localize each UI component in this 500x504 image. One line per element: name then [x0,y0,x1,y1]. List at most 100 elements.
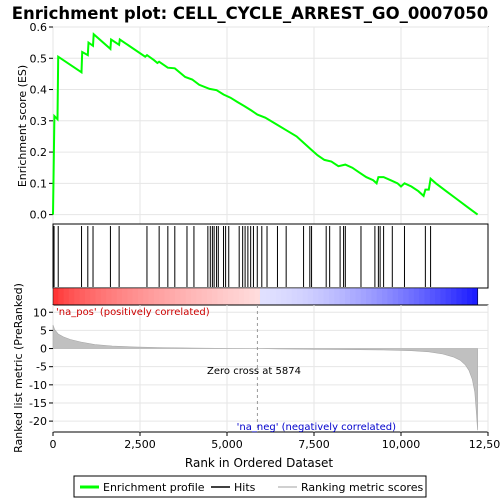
colorbar-segment [456,288,462,305]
zero-cross-label: Zero cross at 5874 [207,366,301,377]
es-y-tick-label: 0.5 [30,52,48,65]
colorbar-segment [212,288,218,305]
x-tick-label: 2,500 [124,438,156,451]
colorbar-segment [186,288,192,305]
colorbar-segment [276,288,282,305]
es-y-tick-label: 0.6 [30,21,48,34]
colorbar-segment [462,288,468,305]
colorbar-segment [159,288,165,305]
colorbar-segment [472,288,478,305]
colorbar-segment [382,288,388,305]
colorbar-segment [111,288,117,305]
colorbar-segment [228,288,234,305]
colorbar-segment [361,288,367,305]
negative-correlation-label: 'na_neg' (negatively correlated) [237,422,396,433]
positive-correlation-label: 'na_pos' (positively correlated) [56,307,210,318]
colorbar-segment [324,288,330,305]
colorbar-segment [440,288,446,305]
x-tick-label: 5,000 [211,438,243,451]
colorbar-segment [170,288,176,305]
x-tick-label: 0 [50,438,57,451]
colorbar-segment [69,288,75,305]
colorbar-segment [297,288,303,305]
colorbar-segment [350,288,356,305]
metric-y-tick-label: -20 [29,415,47,428]
colorbar-segment [313,288,319,305]
colorbar-segment [218,288,224,305]
metric-y-tick-label: 0 [40,343,47,356]
colorbar-segment [287,288,293,305]
colorbar-segment [80,288,86,305]
colorbar-segment [430,288,436,305]
es-y-tick-label: 0.4 [30,84,48,97]
legend-label-ranking: Ranking metric scores [301,481,423,494]
colorbar-segment [260,288,266,305]
legend-label-enrichment: Enrichment profile [103,481,205,494]
colorbar-segment [318,288,324,305]
colorbar-segment [138,288,144,305]
es-y-axis-label: Enrichment score (ES) [16,65,29,187]
colorbar-segment [366,288,372,305]
colorbar-segment [143,288,149,305]
colorbar-segment [175,288,181,305]
metric-y-tick-label: -15 [29,397,47,410]
legend: Enrichment profile Hits Ranking metric s… [74,476,426,497]
colorbar-segment [58,288,64,305]
colorbar-segment [101,288,107,305]
hits-panel-frame [53,224,488,288]
colorbar-segment [340,288,346,305]
colorbar-segment [403,288,409,305]
colorbar-segment [419,288,425,305]
colorbar-segment [424,288,430,305]
colorbar-segment [255,288,261,305]
colorbar-segment [308,288,314,305]
colorbar-segment [149,288,155,305]
colorbar-segment [53,288,59,305]
colorbar-segment [244,288,250,305]
es-y-ticks: 0.00.10.20.30.40.50.6 [30,21,54,222]
colorbar-segment [249,288,255,305]
legend-label-hits: Hits [234,481,256,494]
colorbar-segment [196,288,202,305]
ranked-colorbar [53,288,478,305]
colorbar-segment [329,288,335,305]
colorbar-segment [90,288,96,305]
metric-y-tick-label: 10 [33,306,47,319]
x-tick-label: 12,500 [469,438,500,451]
colorbar-segment [387,288,393,305]
colorbar-segment [435,288,441,305]
colorbar-segment [133,288,139,305]
es-y-tick-label: 0.0 [30,209,48,222]
colorbar-segment [239,288,245,305]
chart-title: Enrichment plot: CELL_CYCLE_ARREST_GO_00… [12,4,488,23]
x-tick-label: 7,500 [298,438,330,451]
colorbar-segment [74,288,80,305]
es-y-tick-label: 0.1 [30,177,48,190]
colorbar-segment [271,288,277,305]
colorbar-segment [233,288,239,305]
colorbar-segment [292,288,298,305]
colorbar-segment [106,288,112,305]
metric-y-axis-label: Ranked list metric (PreRanked) [12,283,25,453]
colorbar-segment [95,288,101,305]
colorbar-segment [207,288,213,305]
colorbar-segment [393,288,399,305]
colorbar-segment [345,288,351,305]
colorbar-segment [154,288,160,305]
colorbar-segment [377,288,383,305]
colorbar-segment [371,288,377,305]
x-axis-label: Rank in Ordered Dataset [185,456,333,470]
colorbar-segment [409,288,415,305]
metric-y-tick-label: -10 [29,379,47,392]
colorbar-segment [355,288,361,305]
colorbar-segment [64,288,70,305]
colorbar-segment [180,288,186,305]
metric-y-tick-label: 5 [40,324,47,337]
colorbar-segment [334,288,340,305]
colorbar-segment [265,288,271,305]
colorbar-segment [85,288,91,305]
colorbar-segment [446,288,452,305]
es-y-tick-label: 0.2 [30,146,48,159]
